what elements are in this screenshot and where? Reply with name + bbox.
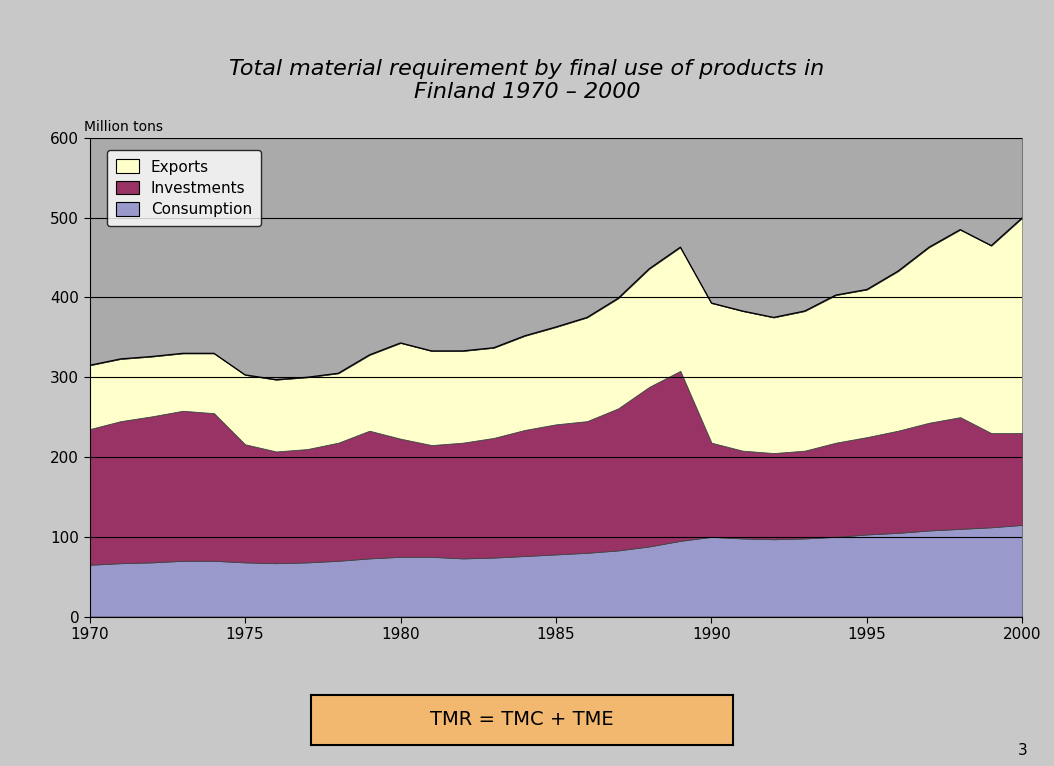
Text: Million tons: Million tons bbox=[84, 120, 163, 134]
Text: 3: 3 bbox=[1018, 743, 1028, 758]
Text: TMR = TMC + TME: TMR = TMC + TME bbox=[430, 710, 613, 729]
Text: Total material requirement by final use of products in
Finland 1970 – 2000: Total material requirement by final use … bbox=[230, 59, 824, 102]
Legend: Exports, Investments, Consumption: Exports, Investments, Consumption bbox=[106, 150, 261, 226]
